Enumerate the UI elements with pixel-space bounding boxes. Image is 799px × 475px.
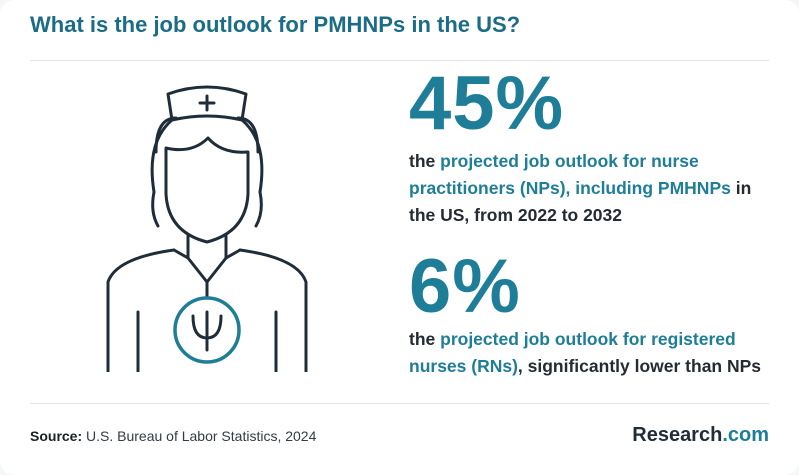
page-title: What is the job outlook for PMHNPs in th… [30, 12, 521, 37]
stat-description: the projected job outlook for nurse prac… [409, 148, 781, 229]
brand-name: Research [632, 424, 723, 446]
brand-suffix: .com [722, 424, 769, 446]
stat-lead: the [409, 151, 441, 171]
stat-tail: , significantly lower than NPs [517, 356, 762, 376]
source-label: Source: [30, 428, 83, 444]
stat-value: 6% [409, 244, 521, 329]
top-divider [30, 60, 769, 61]
stat-highlight: projected job outlook for nurse practiti… [409, 151, 731, 198]
source-note: Source: U.S. Bureau of Labor Statistics,… [30, 428, 316, 444]
stat-value: 45% [409, 61, 565, 146]
bottom-divider [30, 403, 769, 404]
stat-highlight: projected job outlook for registered nur… [409, 329, 736, 376]
nurse-with-psi-symbol-icon [106, 85, 308, 372]
stat-lead: the [409, 329, 441, 349]
source-text: U.S. Bureau of Labor Statistics, 2024 [82, 428, 317, 444]
stat-description: the projected job outlook for registered… [409, 326, 781, 380]
brand-logo: Research.com [632, 424, 769, 447]
stat-tail: in the US, from 2022 to 2032 [409, 178, 752, 225]
